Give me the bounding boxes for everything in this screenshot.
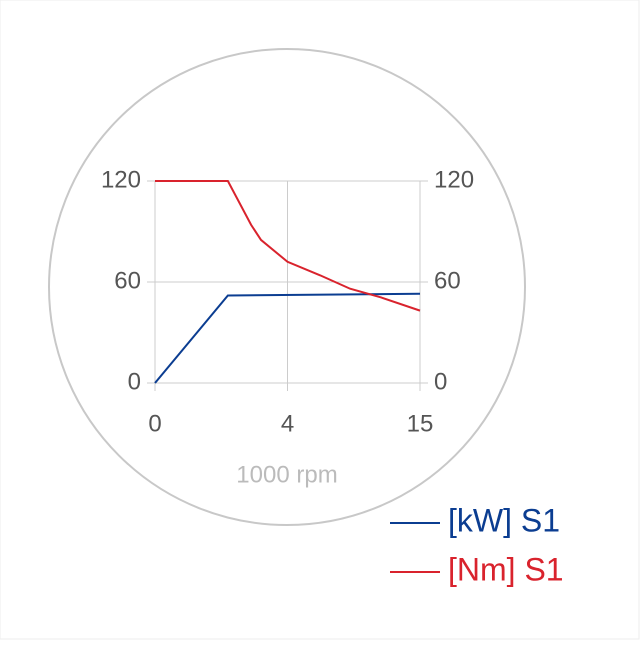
y2-tick-label: 120 xyxy=(434,166,474,193)
legend-label: [Nm] S1 xyxy=(448,551,564,587)
x-tick-label: 4 xyxy=(281,410,294,437)
series-line xyxy=(154,292,421,384)
y2-tick-label: 60 xyxy=(434,267,461,294)
legend-label: [kW] S1 xyxy=(448,502,560,538)
y-tick-label: 60 xyxy=(114,267,141,294)
dial-circle xyxy=(48,48,526,526)
y2-tick-label: 0 xyxy=(434,368,447,395)
x-axis-label: 1000 rpm xyxy=(236,461,337,488)
series-line xyxy=(155,180,421,312)
y-tick-label: 0 xyxy=(128,368,141,395)
x-tick-label: 0 xyxy=(148,410,161,437)
x-tick-label: 15 xyxy=(407,410,434,437)
y-tick-label: 120 xyxy=(101,166,141,193)
